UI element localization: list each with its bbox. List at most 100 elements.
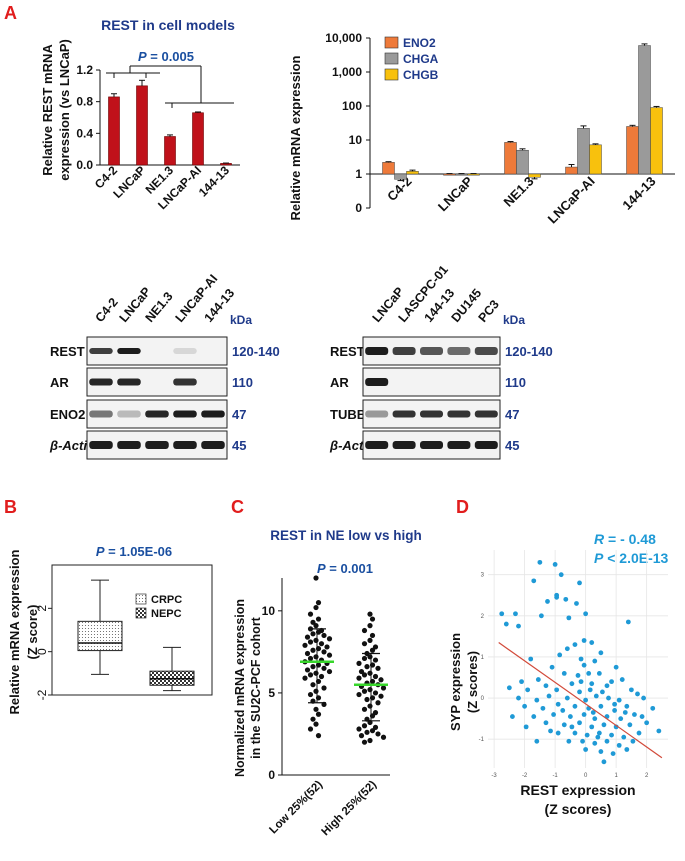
blot-band <box>117 348 141 354</box>
blot-band <box>173 348 197 354</box>
data-point <box>537 559 543 565</box>
y-tick-label: 1,000 <box>332 65 362 79</box>
data-point <box>561 670 567 676</box>
data-point <box>554 687 560 693</box>
blot-band <box>173 441 197 449</box>
legend-swatch-crpc <box>135 593 147 605</box>
data-point <box>628 687 634 693</box>
legend-label-chga: CHGA <box>403 52 439 66</box>
data-point <box>592 658 598 664</box>
data-point <box>318 673 325 680</box>
p-value-annotation: P = 0.001 <box>317 561 373 576</box>
bar-chga <box>394 173 407 180</box>
data-point <box>574 601 579 606</box>
legend-label-nepc: NEPC <box>151 608 182 620</box>
data-point <box>581 638 587 643</box>
data-point <box>372 710 379 716</box>
data-point <box>558 572 564 578</box>
data-point <box>583 697 589 703</box>
data-point <box>313 670 319 676</box>
data-point <box>523 724 529 730</box>
data-point <box>315 711 322 717</box>
data-point <box>528 656 534 662</box>
data-point <box>543 720 549 726</box>
y-axis-label-line1: Relative mRNA expression <box>7 549 22 714</box>
plot-frame <box>51 564 213 696</box>
data-point <box>555 730 561 736</box>
bar-chgb <box>589 144 602 175</box>
blot-band <box>474 347 498 355</box>
data-point <box>367 623 373 629</box>
x-tick-label: Low 25%(52) <box>267 779 325 837</box>
correlation-p: P < 2.0E-13 <box>594 550 669 566</box>
data-point <box>307 691 314 698</box>
data-point <box>302 675 308 681</box>
data-point <box>538 613 544 619</box>
data-point <box>356 726 362 732</box>
data-point <box>596 730 602 736</box>
data-point <box>534 697 540 703</box>
x-tick-label: NE1.3 <box>500 174 536 210</box>
y-tick-label: 0.8 <box>76 95 93 109</box>
data-point <box>313 623 319 629</box>
blot-band <box>117 410 141 418</box>
data-point <box>564 695 570 701</box>
data-point <box>380 734 387 740</box>
y-tick-label: 0 <box>481 696 485 702</box>
data-point <box>531 714 537 719</box>
blot-row-label: ENO2 <box>50 407 85 422</box>
x-tick-label: 144-13 <box>196 163 233 200</box>
y-tick-label: 0 <box>355 201 362 215</box>
legend-swatch-eno2 <box>384 36 399 49</box>
data-point <box>503 621 509 627</box>
blot-kda-value: 47 <box>505 407 519 422</box>
chart-title: REST in cell models <box>101 17 235 33</box>
data-point <box>313 637 319 643</box>
data-point <box>310 631 316 637</box>
blot-row-label: REST <box>50 344 85 359</box>
data-point <box>644 720 650 726</box>
data-point <box>310 619 316 625</box>
blot-kda-value: 110 <box>232 375 253 390</box>
data-point <box>554 594 560 600</box>
bar-eno2 <box>504 142 517 175</box>
bar <box>108 96 120 166</box>
data-point <box>564 646 570 652</box>
data-point <box>356 660 362 666</box>
p-value-annotation: P = 0.005 <box>138 49 194 64</box>
data-point <box>543 683 549 689</box>
data-point <box>561 722 567 728</box>
x-axis-label-line1: REST expression <box>520 782 635 798</box>
data-point <box>535 677 541 682</box>
y-axis-label-line1: Normalized mRNA expression <box>233 599 247 777</box>
data-point <box>581 662 587 668</box>
data-point <box>372 644 379 650</box>
data-point <box>361 627 368 634</box>
y-tick-label: 3 <box>481 573 485 579</box>
data-point <box>369 632 376 639</box>
data-point <box>304 667 311 673</box>
data-point <box>618 716 624 722</box>
ne-marker-expression-chart: Relative mRNA expression ENO2 CHGA CHGB … <box>288 31 675 227</box>
data-point <box>552 561 558 567</box>
data-point <box>307 639 314 645</box>
data-point <box>516 695 521 701</box>
x-tick-label: LNCaP <box>110 163 148 201</box>
legend-label-chgb: CHGB <box>403 68 439 82</box>
data-point <box>534 738 540 744</box>
data-point <box>321 685 327 691</box>
x-axis-label-line2: (Z scores) <box>545 801 612 817</box>
bar-eno2 <box>565 166 578 175</box>
correlation-r: R = - 0.48 <box>594 531 656 547</box>
bar-eno2 <box>382 162 395 175</box>
rest-ne-low-high-dotplot: REST in NE low vs high P = 0.001 Normali… <box>233 528 422 838</box>
blot-kda-value: 45 <box>232 438 246 453</box>
data-point <box>380 685 387 691</box>
y-tick-label: 2 <box>35 605 49 612</box>
data-point <box>639 714 645 719</box>
data-point <box>589 681 595 687</box>
bar <box>220 163 232 166</box>
data-point <box>575 673 581 678</box>
data-point <box>577 689 582 695</box>
y-axis-label-line1: Relative REST mRNA <box>40 44 55 176</box>
